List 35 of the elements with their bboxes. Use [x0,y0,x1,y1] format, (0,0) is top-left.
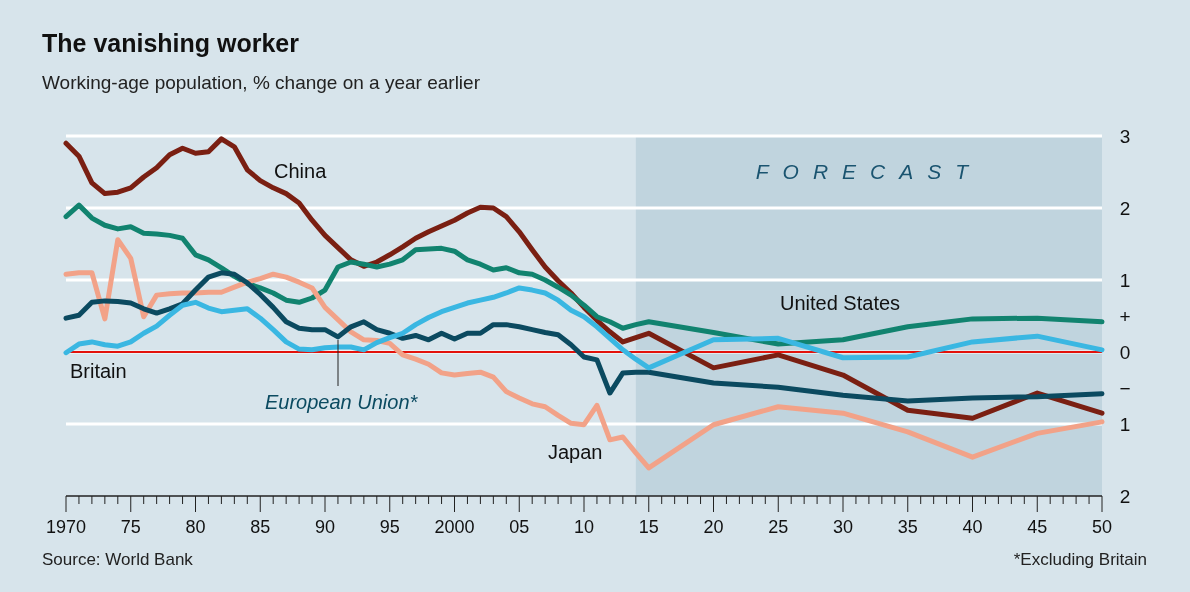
y-tick-label: − [1119,378,1131,399]
series-label: Japan [548,441,603,463]
series-label: Britain [70,360,127,382]
x-tick-label: 50 [1091,517,1113,537]
x-tick-label: 20 [703,517,724,537]
source-note: Source: World Bank [42,550,194,569]
series-label: China [274,160,328,182]
series-label: United States [780,292,901,314]
x-tick-label: 10 [573,517,595,537]
x-tick-label: 25 [768,517,789,537]
y-tick-label: 3 [1119,126,1131,147]
x-tick-label: 45 [1027,517,1048,537]
y-tick-label: 2 [1119,198,1131,219]
text: *Excluding Britain [1013,550,1147,569]
x-tick-label: 40 [962,517,983,537]
y-tick-label: 2 [1119,486,1131,507]
band-label: FORECAST [755,160,983,183]
y-tick-label: + [1119,306,1131,327]
x-tick-label: 95 [379,517,400,537]
y-tick-label: 0 [1119,342,1131,363]
text: European Union* [265,391,419,413]
x-tick-label: 35 [897,517,918,537]
x-tick-label: 30 [832,517,854,537]
x-tick-label: 05 [509,517,530,537]
y-tick-label: 1 [1119,414,1131,435]
x-tick-label: 75 [120,517,141,537]
x-tick-label: 1970 [45,517,87,537]
x-tick-label: 90 [314,517,336,537]
x-tick-label: 15 [638,517,659,537]
chart-title: The vanishing worker [42,29,300,57]
y-tick-label: 1 [1119,270,1131,291]
x-tick-label: 2000 [434,517,475,537]
chart-subtitle: Working-age population, % change on a year earlier [42,72,481,93]
x-tick-label: 85 [250,517,271,537]
x-tick-label: 80 [185,517,206,537]
